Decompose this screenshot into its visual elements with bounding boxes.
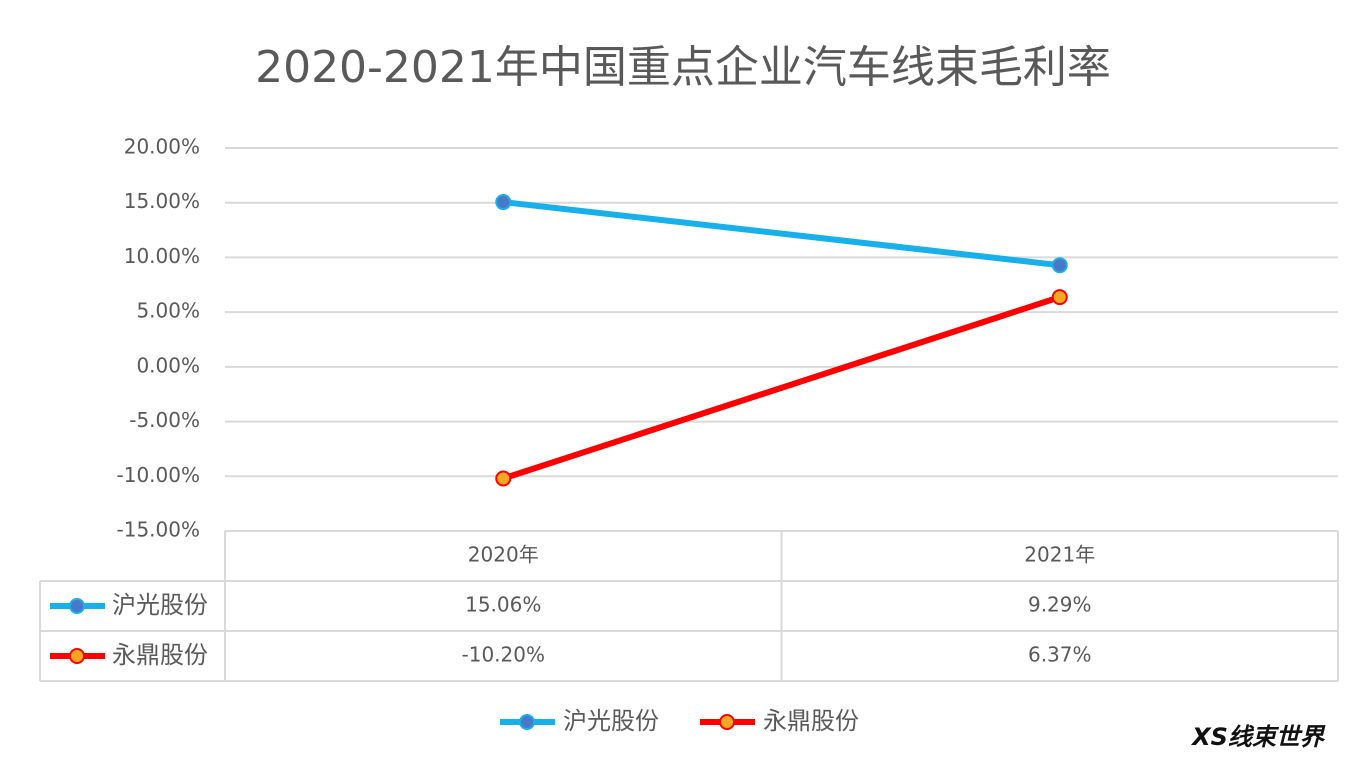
y-tick-label: 20.00% <box>124 135 200 159</box>
series-line <box>502 199 1061 269</box>
y-tick-label: 10.00% <box>124 244 200 268</box>
marker <box>1051 289 1068 306</box>
legend-label: 永鼎股份 <box>763 707 859 735</box>
marker <box>495 470 512 487</box>
marker <box>1051 257 1068 274</box>
table-series-name: 沪光股份 <box>112 591 208 619</box>
watermark: XS线束世界 <box>1190 723 1326 751</box>
y-tick-label: 5.00% <box>136 299 200 323</box>
legend-marker <box>69 598 85 614</box>
y-tick-label: -15.00% <box>117 518 200 542</box>
legend-label: 沪光股份 <box>563 707 659 735</box>
table-cell: 15.06% <box>465 593 541 617</box>
x-tick-label: 2020年 <box>468 543 539 567</box>
y-tick-label: 15.00% <box>124 189 200 213</box>
legend-marker <box>519 714 535 730</box>
table-series-name: 永鼎股份 <box>112 641 208 669</box>
table-cell: 9.29% <box>1028 593 1092 617</box>
x-tick-label: 2021年 <box>1024 543 1095 567</box>
table-cell: 6.37% <box>1028 643 1092 667</box>
marker <box>495 194 512 211</box>
legend-marker <box>719 714 735 730</box>
legend-marker <box>69 648 85 664</box>
table-cell: -10.20% <box>462 643 545 667</box>
y-tick-label: -10.00% <box>117 463 200 487</box>
y-tick-label: -5.00% <box>129 408 200 432</box>
chart-title: 2020-2021年中国重点企业汽车线束毛利率 <box>255 42 1111 93</box>
series-line <box>502 294 1061 482</box>
y-tick-label: 0.00% <box>136 353 200 377</box>
